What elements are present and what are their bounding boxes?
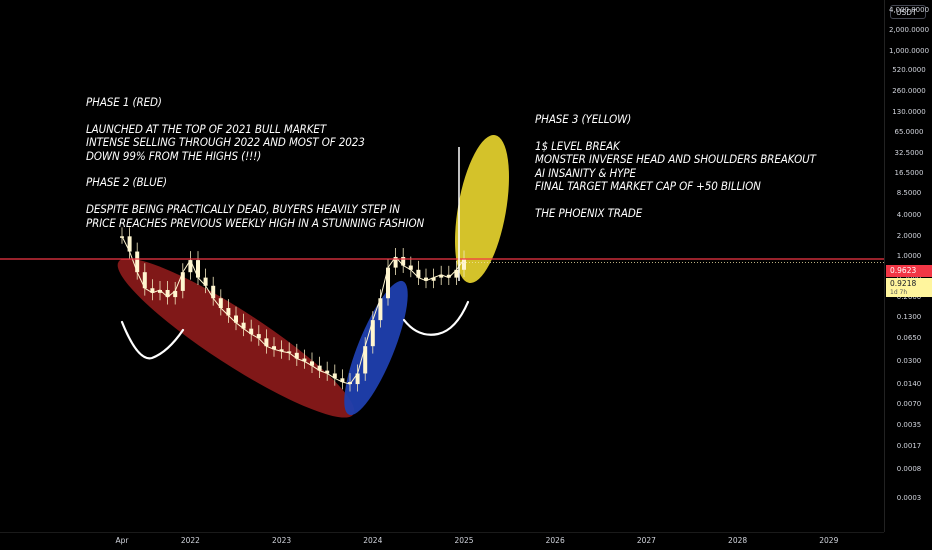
y-tick-label: 8.5000 bbox=[896, 188, 922, 197]
y-tick-label: 1.0000 bbox=[896, 252, 922, 261]
phase-1-2-annotation: PHASE 1 (RED) LAUNCHED AT THE TOP OF 202… bbox=[86, 95, 425, 230]
phase-2-blue-ellipse bbox=[344, 280, 408, 416]
y-tick-label: 0.0035 bbox=[896, 420, 922, 429]
candle-body bbox=[401, 256, 406, 266]
y-tick-label: 0.5000 bbox=[888, 273, 930, 282]
y-tick-label: 260.0000 bbox=[892, 86, 926, 95]
x-tick-label: 2028 bbox=[728, 536, 748, 545]
candle-body bbox=[386, 267, 390, 299]
y-tick-label: 0.0140 bbox=[896, 379, 922, 388]
price-line bbox=[121, 236, 465, 385]
candle-body bbox=[446, 274, 451, 278]
y-tick-label: 520.0000 bbox=[892, 66, 926, 75]
y-tick-label: 0.0017 bbox=[896, 442, 922, 451]
y-tick-label: 4,000.0000 bbox=[888, 5, 930, 14]
y-tick-label: 2.0000 bbox=[896, 231, 922, 240]
candle-body bbox=[355, 373, 360, 385]
y-tick-label: 0.0008 bbox=[896, 464, 922, 473]
candle-body bbox=[363, 346, 368, 374]
candle-body bbox=[378, 298, 383, 321]
currency-selector[interactable]: USDT bbox=[890, 5, 926, 19]
candle-body bbox=[416, 269, 421, 278]
candle-body bbox=[234, 315, 238, 323]
candle-body bbox=[294, 352, 299, 359]
phase-1-red-ellipse bbox=[117, 258, 355, 418]
y-tick-label: 0.0300 bbox=[896, 356, 922, 365]
candle-body bbox=[264, 338, 269, 347]
candle-body bbox=[158, 289, 162, 293]
y-tick-label: 0.0650 bbox=[896, 333, 922, 342]
candle-body bbox=[340, 378, 345, 383]
candle-body bbox=[218, 298, 223, 309]
y-tick-label: 16.5000 bbox=[894, 168, 924, 177]
y-tick-label: 32.5000 bbox=[894, 148, 924, 157]
x-tick-label: 2025 bbox=[454, 536, 474, 545]
current-price-tag: 0.9218 1d 7h bbox=[886, 278, 932, 297]
x-tick-label: 2026 bbox=[545, 536, 565, 545]
last-price-tag: 0.9623 bbox=[886, 265, 932, 277]
candle-body bbox=[249, 328, 254, 335]
candle-body bbox=[203, 277, 208, 286]
candle-body bbox=[256, 334, 261, 339]
candle-countdown: 1d 7h bbox=[890, 289, 908, 296]
x-tick-label: 2022 bbox=[180, 536, 200, 545]
candle-body bbox=[370, 320, 375, 347]
candle-body bbox=[279, 349, 284, 352]
y-tick-label: 65.0000 bbox=[894, 128, 924, 137]
candle-body bbox=[310, 361, 314, 366]
candle-body bbox=[348, 382, 352, 385]
left-shoulder-arc bbox=[120, 320, 185, 360]
candle-body bbox=[454, 269, 459, 278]
right-shoulder-arc bbox=[402, 300, 470, 336]
candle-body bbox=[287, 351, 292, 353]
candle-body bbox=[424, 277, 428, 281]
x-tick-label: 2029 bbox=[819, 536, 839, 545]
candle-body bbox=[325, 370, 330, 374]
phase-3-annotation: PHASE 3 (YELLOW) 1$ LEVEL BREAK MONSTER … bbox=[535, 112, 816, 220]
y-tick-label: 0.0070 bbox=[896, 400, 922, 409]
candle-body bbox=[188, 260, 193, 273]
candle-body bbox=[150, 288, 155, 293]
candle-body bbox=[173, 290, 178, 298]
overlay-layer bbox=[0, 147, 884, 360]
candle-body bbox=[196, 260, 200, 278]
candle-body bbox=[135, 251, 140, 273]
candle-body bbox=[272, 346, 276, 350]
candle-body bbox=[127, 236, 132, 252]
phase-3-yellow-ellipse bbox=[455, 135, 509, 283]
y-tick-label: 2,000.0000 bbox=[888, 26, 930, 35]
candle-body bbox=[431, 277, 436, 281]
price-axis-divider bbox=[884, 0, 885, 532]
candle-body bbox=[462, 259, 466, 270]
candle-body bbox=[226, 308, 231, 316]
x-tick-label: Apr bbox=[115, 536, 129, 545]
candle-body bbox=[211, 285, 216, 299]
x-tick-label: 2027 bbox=[636, 536, 656, 545]
x-tick-label: 2024 bbox=[363, 536, 383, 545]
candle-body bbox=[165, 289, 170, 298]
phase-shapes bbox=[117, 135, 509, 418]
time-axis-divider bbox=[0, 532, 884, 533]
y-tick-label: 130.0000 bbox=[892, 107, 926, 116]
candle-body bbox=[332, 373, 337, 379]
candle-body bbox=[241, 322, 246, 329]
candle-body bbox=[142, 272, 147, 289]
candle-body bbox=[393, 256, 398, 268]
candle-body bbox=[317, 365, 322, 371]
y-tick-label: 4.0000 bbox=[896, 211, 922, 220]
y-tick-label: 1,000.0000 bbox=[888, 46, 930, 55]
y-tick-label: 0.0003 bbox=[896, 494, 922, 503]
x-tick-label: 2023 bbox=[272, 536, 292, 545]
current-price-value: 0.9218 bbox=[890, 279, 917, 288]
y-tick-label: 0.1300 bbox=[896, 313, 922, 322]
candle-body bbox=[180, 272, 185, 291]
candle-body bbox=[439, 274, 444, 278]
candle-body bbox=[302, 358, 307, 362]
candle-body bbox=[408, 265, 413, 270]
price-series bbox=[120, 227, 466, 392]
